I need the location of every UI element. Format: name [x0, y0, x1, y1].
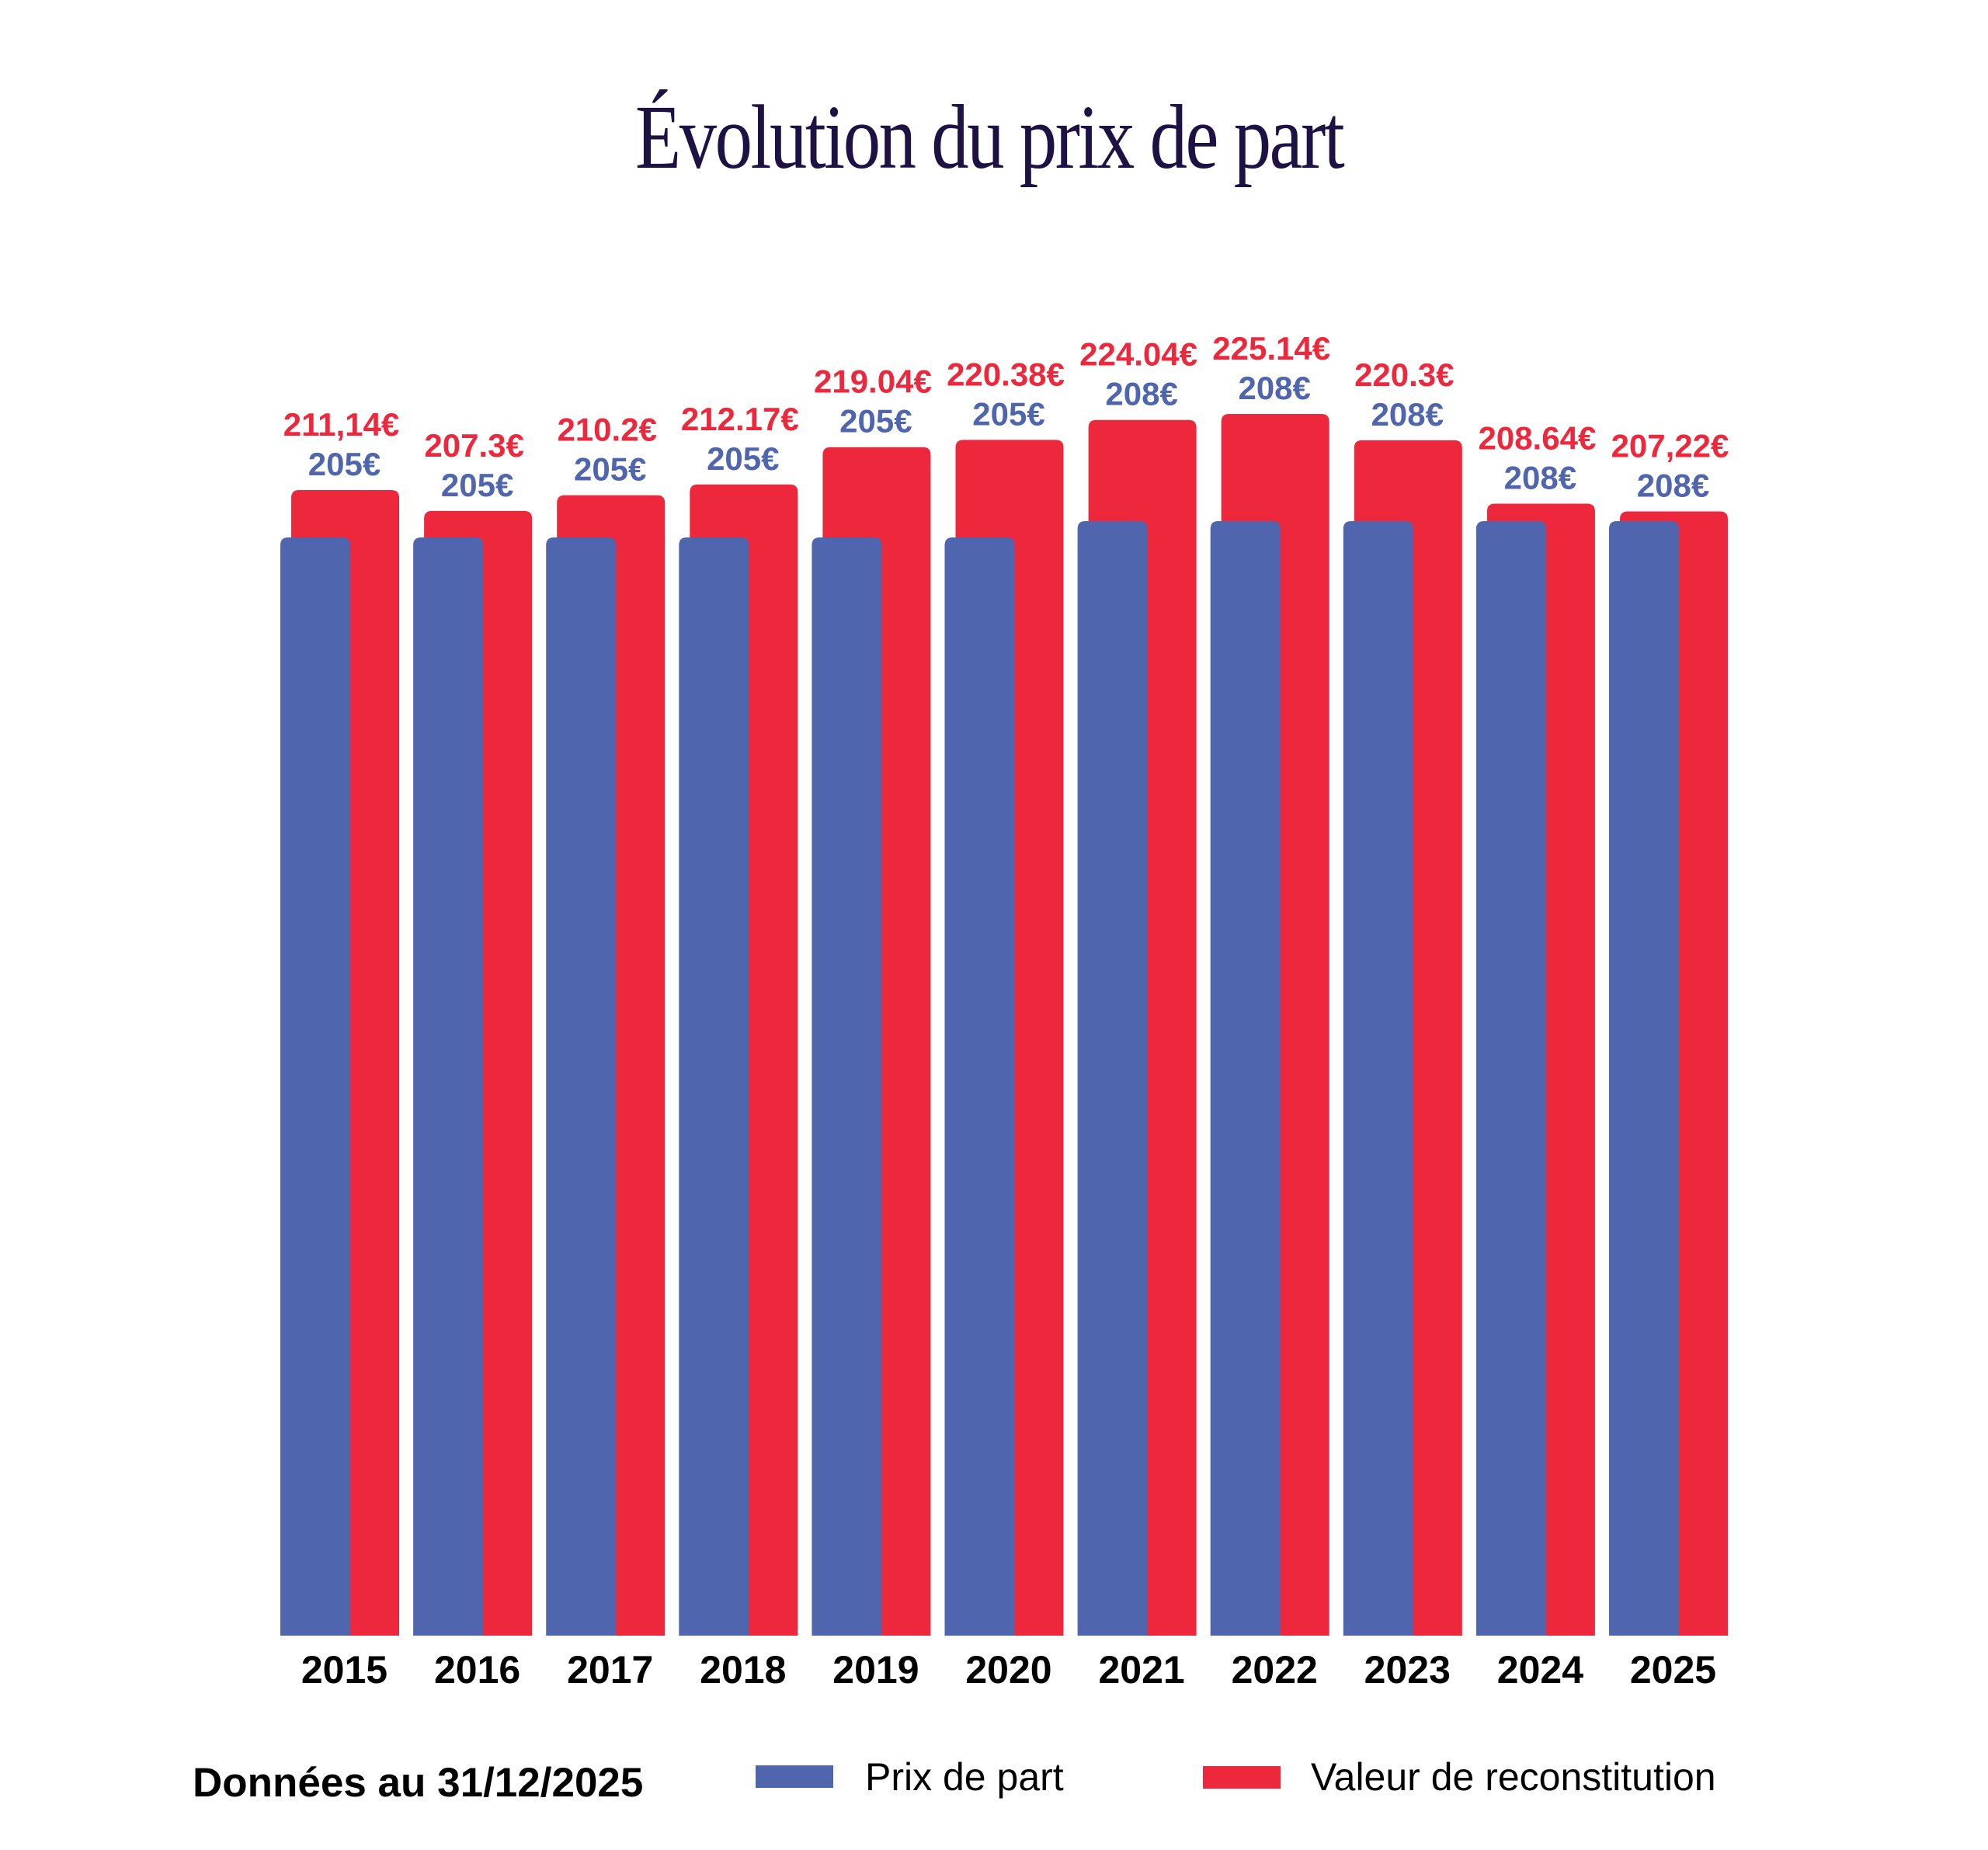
value-label-valeur-de-reconstitution-2022: 225.14€ — [1212, 330, 1330, 367]
value-label-valeur-de-reconstitution-2016: 207.3€ — [424, 427, 523, 464]
bar-prix-de-part-2023 — [1343, 521, 1413, 1636]
x-tick-label-2017: 2017 — [567, 1648, 653, 1692]
value-label-valeur-de-reconstitution-2024: 208.64€ — [1478, 420, 1596, 457]
bar-prix-de-part-2025 — [1609, 521, 1679, 1636]
value-label-valeur-de-reconstitution-2020: 220.38€ — [947, 356, 1065, 392]
legend-label-valeur-de-reconstitution: Valeur de reconstitution — [1311, 1755, 1716, 1799]
value-label-prix-de-part-2018: 205€ — [707, 440, 779, 477]
x-tick-label-2025: 2025 — [1630, 1648, 1716, 1692]
x-tick-label-2024: 2024 — [1497, 1648, 1583, 1692]
bar-prix-de-part-2020 — [944, 537, 1015, 1636]
value-label-prix-de-part-2025: 208€ — [1637, 467, 1709, 503]
x-tick-label-2023: 2023 — [1364, 1648, 1451, 1692]
bar-prix-de-part-2021 — [1077, 521, 1148, 1636]
x-axis-tick-labels: 2015 2016 2017 2018 2019 2020 2021 2022 2023 2024… — [301, 1648, 1716, 1692]
value-label-valeur-de-reconstitution-2015: 211,14€ — [283, 406, 400, 443]
value-label-prix-de-part-2023: 208€ — [1371, 396, 1444, 433]
bar-prix-de-part-2018 — [679, 537, 749, 1636]
legend-label-prix-de-part: Prix de part — [865, 1755, 1064, 1799]
chart-title: Évolution du prix de part — [635, 86, 1345, 188]
x-tick-label-2020: 2020 — [965, 1648, 1051, 1692]
value-label-valeur-de-reconstitution-2025: 207,22€ — [1611, 427, 1729, 464]
x-tick-label-2015: 2015 — [301, 1648, 388, 1692]
value-label-valeur-de-reconstitution-2023: 220.3€ — [1354, 356, 1454, 393]
value-label-prix-de-part-2022: 208€ — [1238, 370, 1310, 406]
value-labels-layer: 205€211,14€205€207.3€205€210.2€205€212.1… — [283, 330, 1729, 503]
value-label-valeur-de-reconstitution-2018: 212.17€ — [681, 401, 799, 437]
legend-swatch-valeur-de-reconstitution — [1203, 1766, 1281, 1789]
bar-prix-de-part-2017 — [546, 537, 617, 1636]
value-label-valeur-de-reconstitution-2021: 224.04€ — [1079, 336, 1197, 373]
value-label-prix-de-part-2021: 208€ — [1105, 376, 1177, 412]
value-label-prix-de-part-2024: 208€ — [1504, 460, 1576, 496]
bars-layer — [280, 414, 1728, 1636]
value-label-prix-de-part-2020: 205€ — [972, 395, 1044, 432]
bar-prix-de-part-2019 — [812, 537, 882, 1636]
legend-swatch-prix-de-part — [756, 1765, 833, 1788]
x-tick-label-2016: 2016 — [434, 1648, 520, 1692]
x-tick-label-2022: 2022 — [1232, 1648, 1318, 1692]
bar-prix-de-part-2024 — [1475, 521, 1546, 1636]
value-label-prix-de-part-2016: 205€ — [441, 467, 513, 503]
value-label-prix-de-part-2015: 205€ — [308, 446, 381, 482]
bar-prix-de-part-2022 — [1210, 521, 1281, 1636]
x-tick-label-2018: 2018 — [700, 1648, 786, 1692]
x-tick-label-2021: 2021 — [1098, 1648, 1184, 1692]
bar-prix-de-part-2015 — [280, 537, 350, 1636]
value-label-prix-de-part-2019: 205€ — [839, 403, 912, 440]
value-label-prix-de-part-2017: 205€ — [574, 451, 646, 488]
bar-prix-de-part-2016 — [413, 537, 484, 1636]
value-label-valeur-de-reconstitution-2019: 219.04€ — [814, 363, 932, 400]
x-tick-label-2019: 2019 — [832, 1648, 919, 1692]
value-label-valeur-de-reconstitution-2017: 210.2€ — [557, 412, 656, 448]
data-date-note: Données au 31/12/2025 — [193, 1760, 644, 1806]
